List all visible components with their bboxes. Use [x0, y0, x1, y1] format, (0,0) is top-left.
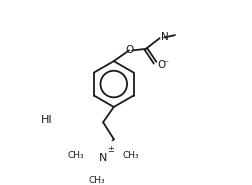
Text: O: O — [157, 60, 166, 70]
Text: HI: HI — [40, 115, 52, 125]
Text: CH₃: CH₃ — [122, 151, 139, 160]
Text: CH₃: CH₃ — [67, 151, 84, 160]
Text: CH₃: CH₃ — [89, 176, 105, 185]
Text: O: O — [126, 45, 134, 55]
Text: ±: ± — [107, 145, 114, 154]
Text: ⁻: ⁻ — [164, 59, 169, 69]
Text: N: N — [99, 153, 107, 163]
Text: N: N — [161, 32, 169, 42]
